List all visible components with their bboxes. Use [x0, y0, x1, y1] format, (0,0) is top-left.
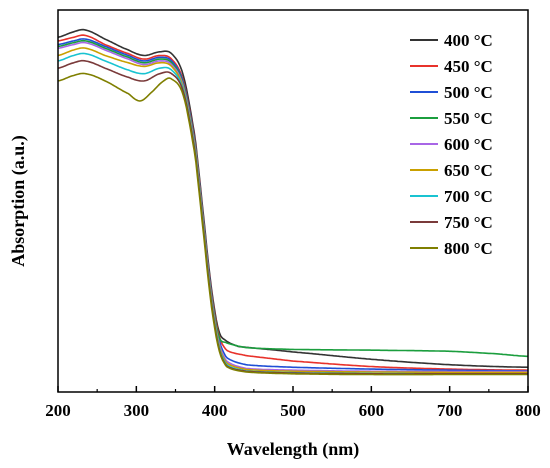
x-ticks: 200 300 400 500 600 700 800	[45, 386, 541, 420]
x-tick-label: 400	[202, 401, 228, 420]
series-line-8	[57, 72, 528, 376]
legend-label-2: 500 °C	[444, 83, 493, 102]
legend-label-7: 750 °C	[444, 213, 493, 232]
series-line-3	[57, 39, 528, 358]
series-layer	[57, 28, 529, 376]
series-line-5	[57, 47, 528, 374]
x-tick-label: 600	[359, 401, 385, 420]
series-line-0	[57, 28, 529, 369]
legend-label-5: 650 °C	[444, 161, 493, 180]
legend-label-1: 450 °C	[444, 57, 493, 76]
x-tick-label: 700	[437, 401, 463, 420]
x-axis-label: Wavelength (nm)	[227, 439, 360, 460]
x-tick-label: 300	[124, 401, 150, 420]
series-line-1	[57, 34, 528, 371]
legend-label-3: 550 °C	[444, 109, 493, 128]
legend-label-4: 600 °C	[444, 135, 493, 154]
legend-label-8: 800 °C	[444, 239, 493, 258]
x-tick-label: 800	[515, 401, 541, 420]
legend-label-6: 700 °C	[444, 187, 493, 206]
x-tick-label: 200	[45, 401, 71, 420]
legend-label-0: 400 °C	[444, 31, 493, 50]
y-axis-label: Absorption (a.u.)	[8, 135, 29, 267]
legend: 400 °C 450 °C 500 °C 550 °C 600 °C 650 °C 700 …	[410, 31, 493, 258]
series-line-2	[57, 38, 528, 372]
x-tick-label: 500	[280, 401, 306, 420]
